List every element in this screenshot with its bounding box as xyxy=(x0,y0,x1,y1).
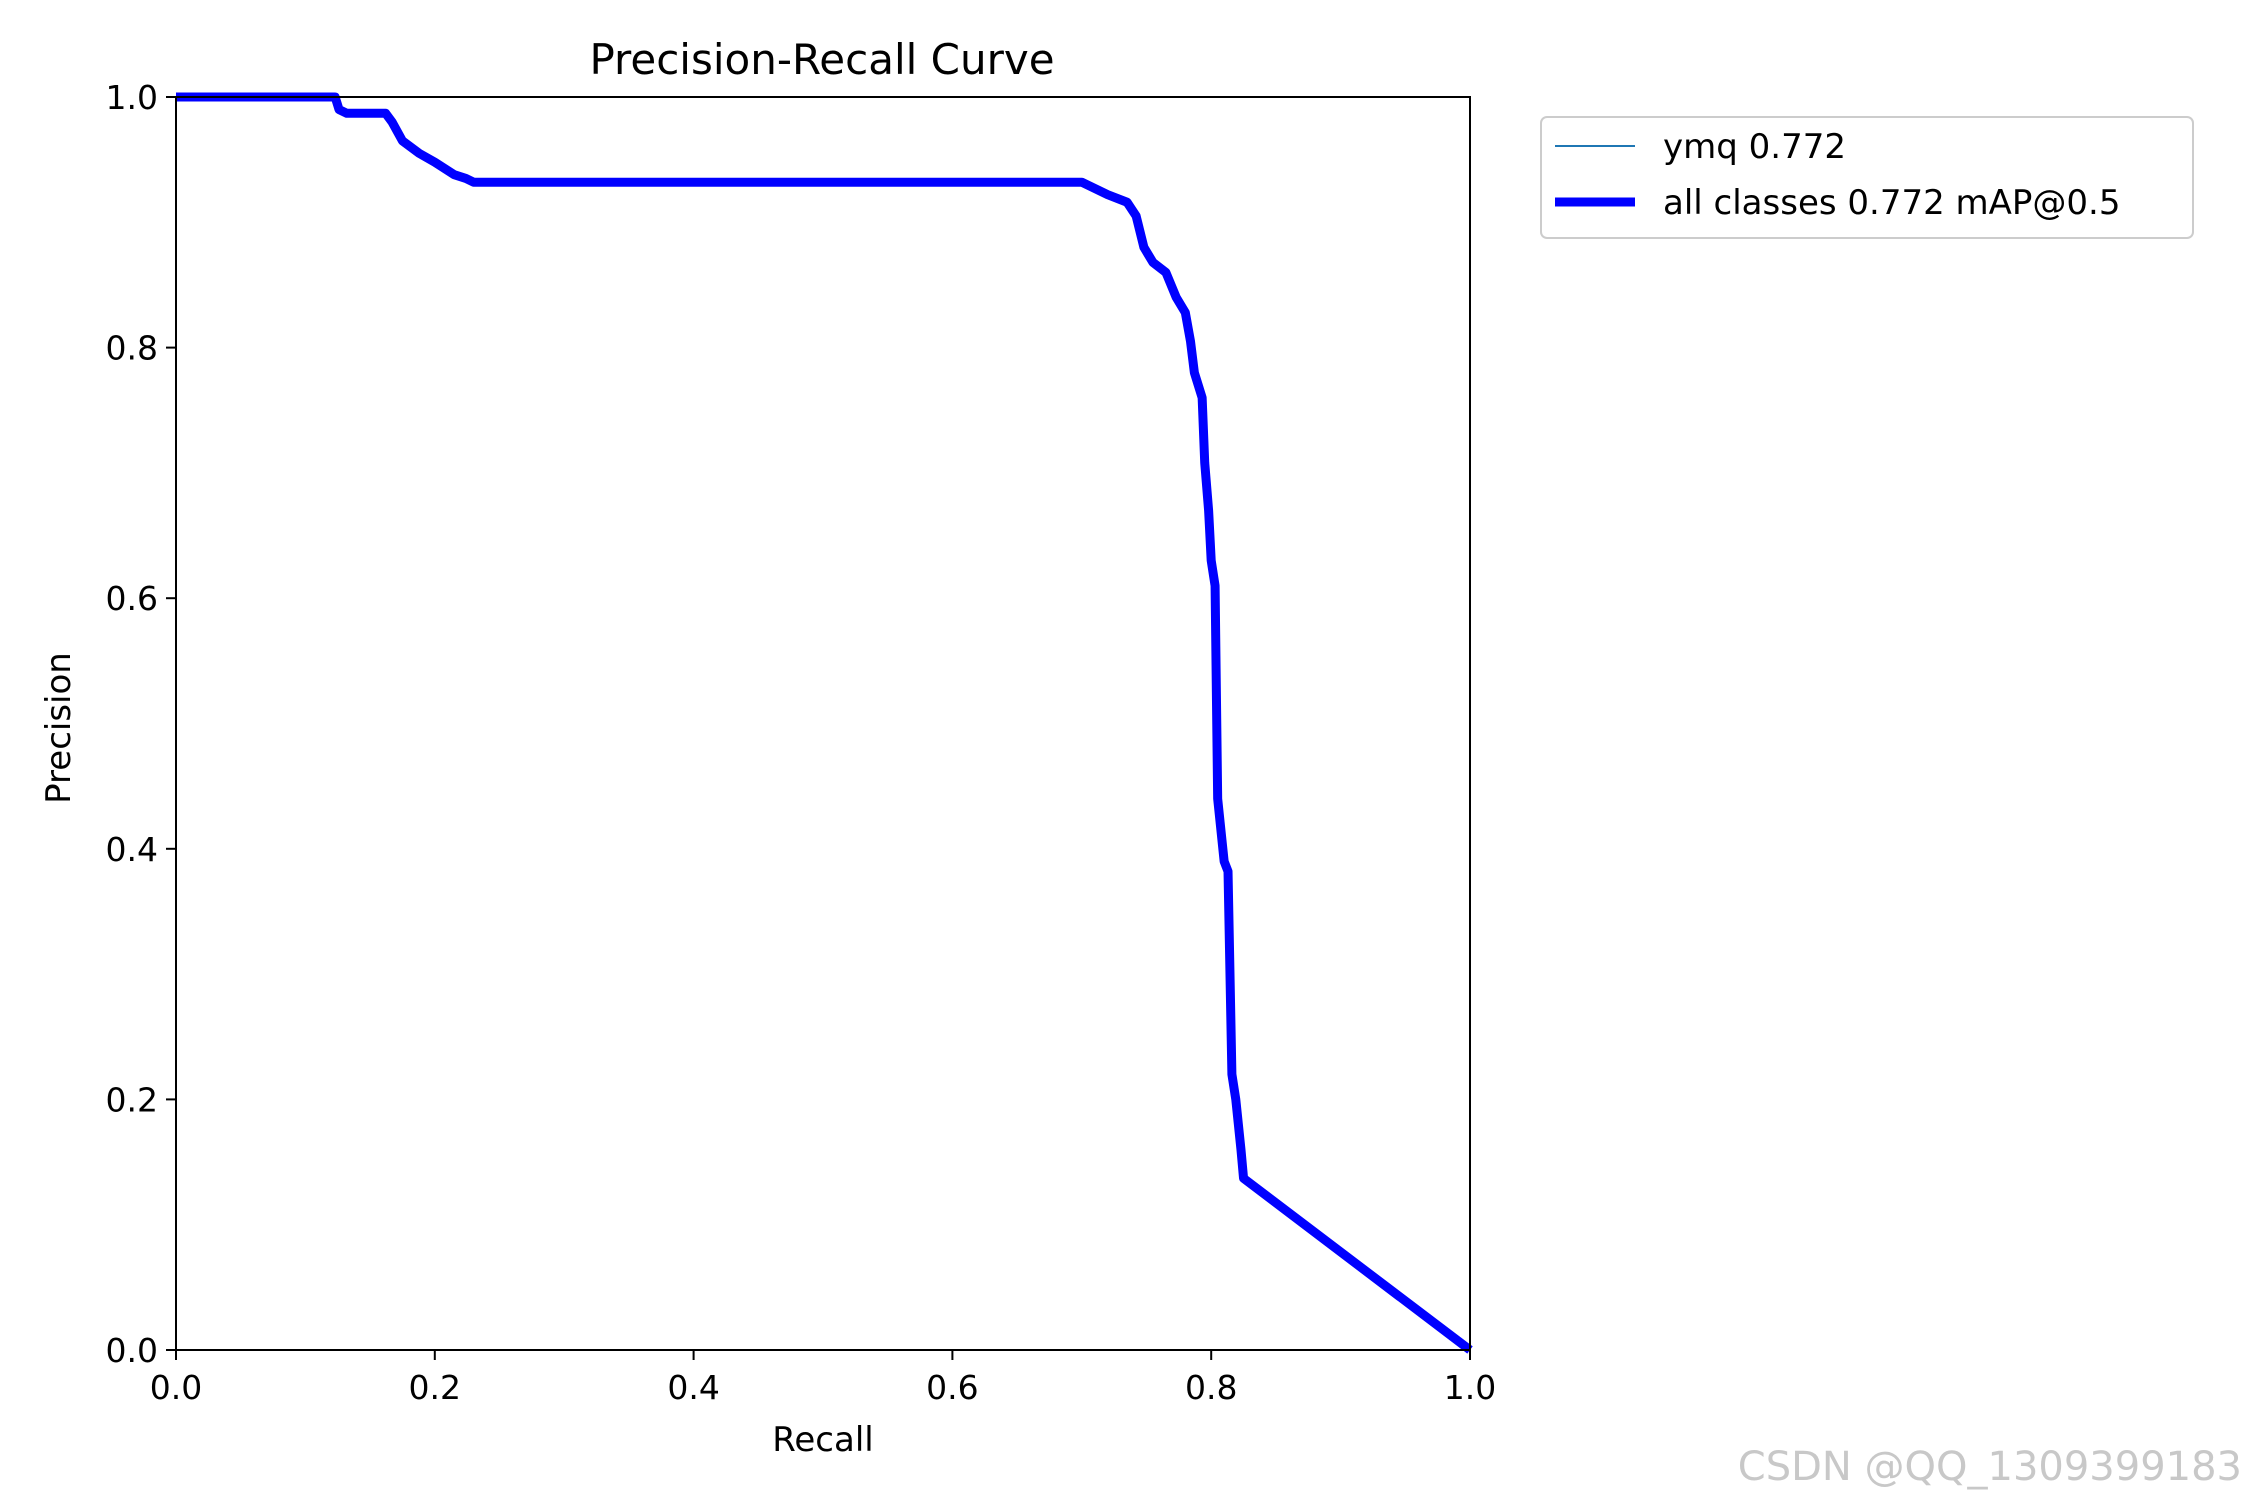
y-tick-label: 0.8 xyxy=(106,329,158,368)
legend: ymq 0.772 all classes 0.772 mAP@0.5 xyxy=(1540,116,2194,239)
plot-area xyxy=(176,92,1473,1354)
y-tick-label: 0.6 xyxy=(106,579,158,618)
y-tick-label: 1.0 xyxy=(106,78,158,117)
csdn-watermark: CSDN @QQ_1309399183 xyxy=(1737,1444,2242,1490)
x-tick-label: 0.4 xyxy=(667,1368,719,1407)
x-tick-label: 0.8 xyxy=(1185,1368,1237,1407)
y-tick-label: 0.0 xyxy=(106,1331,158,1370)
legend-label-all-classes: all classes 0.772 mAP@0.5 xyxy=(1663,183,2120,223)
x-tick-label: 0.2 xyxy=(409,1368,461,1407)
x-tick-label: 0.6 xyxy=(926,1368,978,1407)
chart-title: Precision-Recall Curve xyxy=(589,35,1054,84)
x-axis-label: Recall xyxy=(772,1420,873,1460)
axes: 0.0 0.2 0.4 0.6 0.8 1.0 0.0 0.2 0.4 0.6 0.8 1.0 xyxy=(106,78,1497,1407)
legend-label-ymq: ymq 0.772 xyxy=(1663,127,1846,167)
x-tick-label: 1.0 xyxy=(1444,1368,1496,1407)
series-line-all-classes xyxy=(176,92,1473,1354)
plot-frame xyxy=(175,96,1471,1351)
y-tick-label: 0.2 xyxy=(106,1080,158,1119)
legend-frame xyxy=(1540,116,2194,239)
y-axis-label: Precision xyxy=(39,652,79,804)
y-tick-label: 0.4 xyxy=(106,830,158,869)
x-tick-label: 0.0 xyxy=(150,1368,202,1407)
